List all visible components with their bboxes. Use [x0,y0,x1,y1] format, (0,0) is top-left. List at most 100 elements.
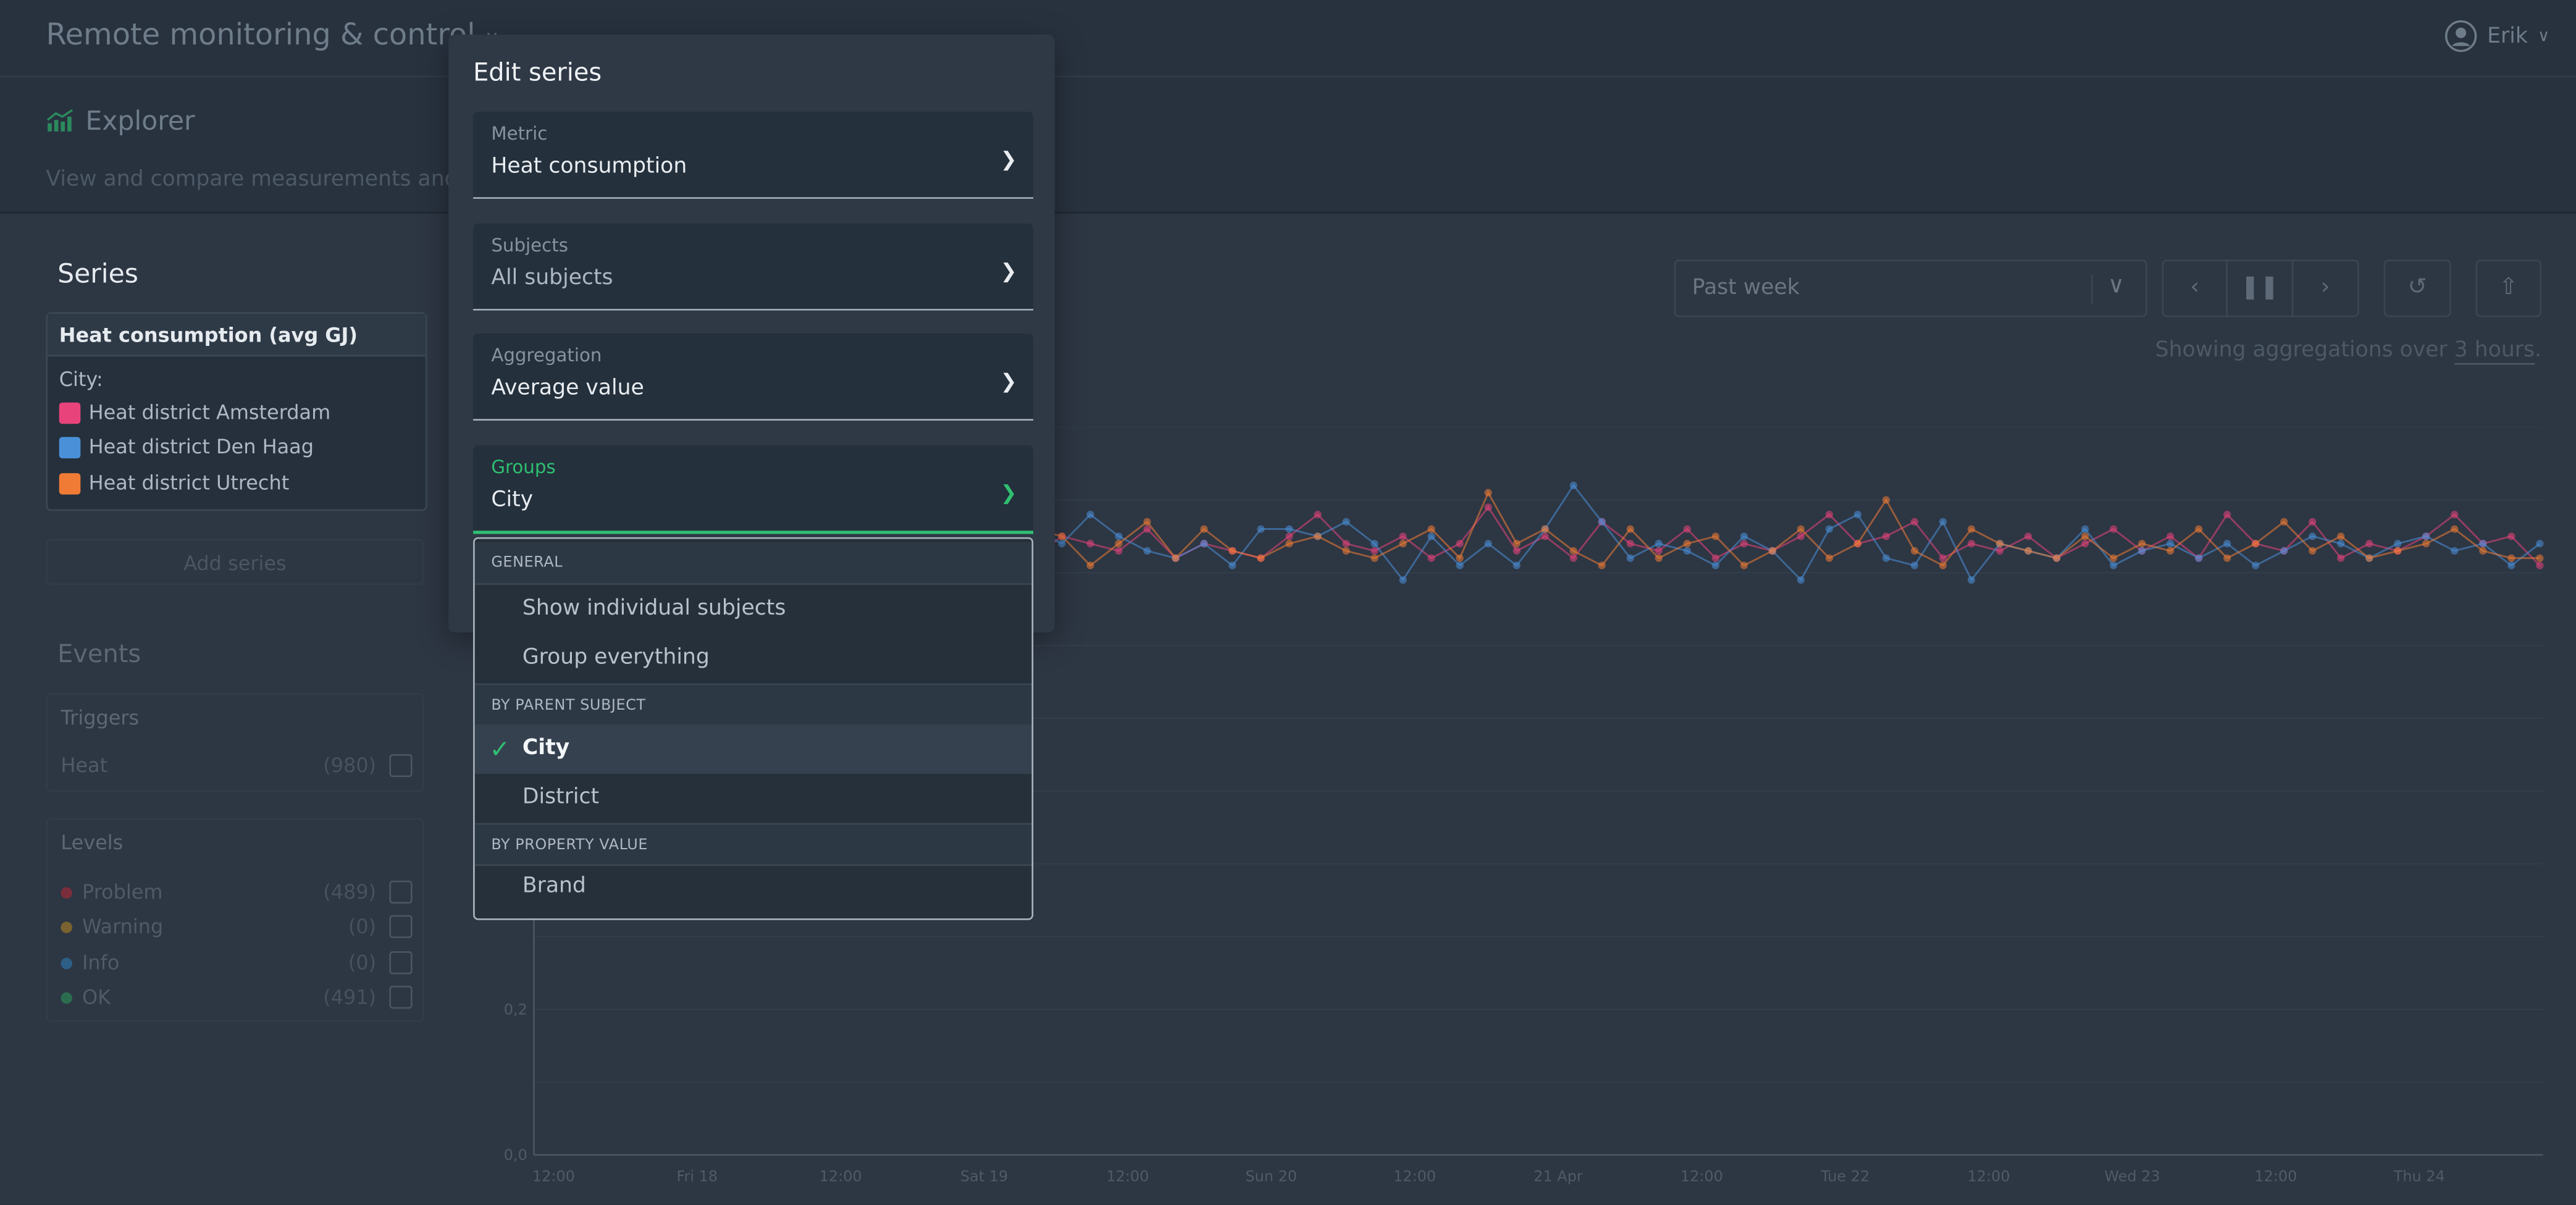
check-icon: ✓ [489,734,511,764]
main-area [0,213,2576,1204]
field-value: All subjects [491,266,613,291]
add-series-button[interactable]: Add series [46,539,424,585]
level-checkbox[interactable] [389,951,413,975]
data-point [1711,532,1719,540]
data-point [2195,554,2203,562]
aggregation-select[interactable]: Aggregation Average value ❯ [473,333,1034,421]
legend-swatch [59,436,81,458]
chevron-down-icon: ∨ [2107,272,2125,300]
level-count: (0) [348,915,377,938]
data-point [1314,510,1322,519]
level-checkbox[interactable] [389,915,413,938]
x-tick-label: Thu 24 [2393,1168,2445,1185]
level-dot [61,991,73,1003]
data-point [2309,518,2317,526]
trigger-checkbox[interactable] [389,754,413,778]
pause-icon: ❚❚ [2240,274,2280,301]
data-point [1711,561,1719,569]
next-period-button[interactable]: › [2291,259,2359,317]
aggregation-note-prefix: Showing aggregations over [2155,338,2454,363]
field-value: City [491,488,534,513]
pause-button[interactable]: ❚❚ [2226,259,2294,317]
data-point [1143,547,1151,555]
data-point [2451,510,2459,519]
aggregation-interval[interactable]: 3 hours [2454,338,2535,365]
data-point [1512,547,1521,555]
data-point [1541,532,1549,540]
x-tick-label: Sat 19 [960,1168,1008,1185]
field-label: Metric [491,123,548,145]
data-point [1257,525,1265,533]
data-point [1655,554,1663,562]
data-point [1683,547,1691,555]
level-row[interactable]: Info (0) [61,951,413,975]
series-card[interactable]: Heat consumption (avg GJ) City: Heat dis… [46,312,427,511]
data-point [1200,525,1208,533]
menu-item-district[interactable]: District [522,785,600,810]
data-point [2337,554,2345,562]
previous-period-button[interactable]: ‹ [2162,259,2228,317]
trigger-row[interactable]: Heat (980) [61,754,413,778]
level-row[interactable]: Problem (489) [61,880,413,904]
data-point [1512,540,1521,548]
data-point [1484,540,1492,548]
menu-item-show-individual-subjects[interactable]: Show individual subjects [522,596,786,621]
data-point [2479,547,2487,555]
level-checkbox[interactable] [389,880,413,904]
data-point [1427,554,1435,562]
data-point [1569,554,1577,562]
export-button[interactable]: ⇧ [2475,259,2542,317]
data-point [1825,554,1834,562]
menu-item-brand[interactable]: Brand [522,874,586,899]
data-point [1342,547,1350,555]
menu-item-city[interactable]: ✓ City [474,724,1032,774]
series-group-label: City: [59,367,103,392]
data-point [2422,532,2430,540]
data-point [1257,554,1265,562]
subjects-select[interactable]: Subjects All subjects ❯ [473,223,1034,311]
chevron-up-icon: ❯ [1000,481,1017,505]
data-point [1598,518,1606,526]
data-point [1655,547,1663,555]
triggers-title: Triggers [61,706,140,730]
data-point [1285,532,1293,540]
data-point [1626,540,1634,548]
app-title[interactable]: Remote monitoring & control ∨ [46,18,499,52]
data-point [2138,540,2146,548]
data-point [2252,540,2260,548]
data-point [1370,547,1378,555]
data-point [1626,554,1634,562]
data-point [1598,561,1606,569]
level-row[interactable]: Warning (0) [61,915,413,938]
user-menu[interactable]: Erik ∨ [2444,20,2549,52]
data-point [1228,561,1236,569]
data-point [1853,510,1862,519]
data-point [2280,547,2288,555]
data-point [1882,496,1890,504]
history-button[interactable]: ↺ [2383,259,2451,317]
x-tick-label: 21 Apr [1533,1168,1583,1185]
data-point [2507,554,2515,562]
data-point [1370,554,1378,562]
groups-dropdown-menu: GENERAL Show individual subjects Group e… [473,537,1034,920]
x-tick-label: 12:00 [1106,1168,1149,1185]
field-label: Groups [491,456,556,479]
menu-item-group-everything[interactable]: Group everything [522,645,710,671]
page-description: View and compare measurements and eve [46,167,504,193]
data-point [1086,540,1094,548]
level-checkbox[interactable] [389,986,413,1009]
chevron-down-icon: ∨ [2537,27,2550,46]
data-point [1683,540,1691,548]
data-point [2451,547,2459,555]
data-point [2536,561,2544,569]
groups-select[interactable]: Groups City ❯ [473,445,1034,534]
triggers-panel: Triggers Heat (980) [46,693,424,792]
data-point [2024,547,2033,555]
top-bar [0,0,2576,78]
metric-select[interactable]: Metric Heat consumption ❯ [473,111,1034,199]
data-point [1370,540,1378,548]
data-point [1569,547,1577,555]
level-row[interactable]: OK (491) [61,986,413,1009]
y-tick-label: 0,0 [504,1146,527,1164]
time-range-select[interactable]: Past week ∨ [1674,259,2147,317]
